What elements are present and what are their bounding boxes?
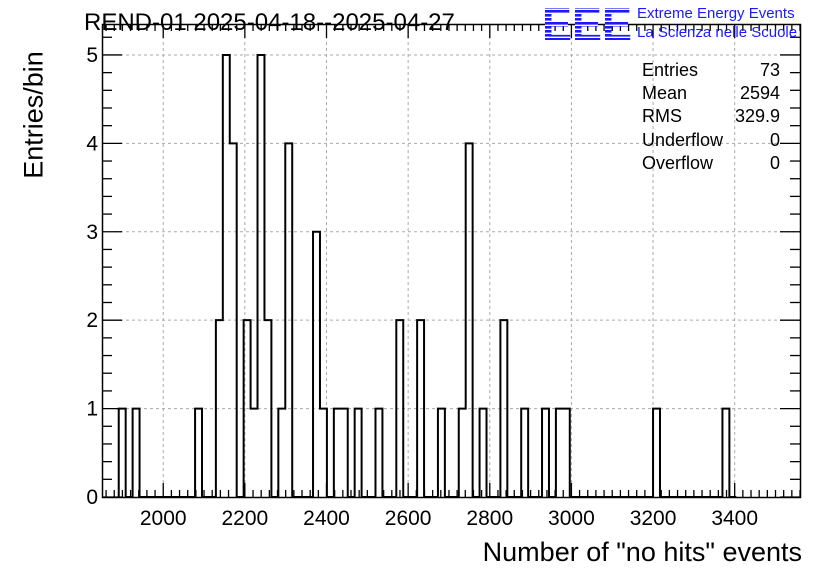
tick-labels: 2000 2200 2400 2600 2800 3000 3200 3400 0 1 2 3 4 5	[86, 44, 758, 530]
stat-row-overflow: Overflow 0	[642, 152, 780, 175]
stat-value: 2594	[739, 83, 780, 104]
stat-label: Mean	[642, 83, 688, 104]
y-axis-label: Entries/bin	[18, 51, 49, 179]
stat-label: Overflow	[642, 152, 714, 173]
stat-label: RMS	[642, 106, 682, 127]
stat-value: 329.9	[734, 106, 780, 127]
stat-label: Underflow	[642, 129, 724, 150]
stat-value: 0	[769, 152, 780, 173]
axis-ticks	[102, 24, 801, 498]
logo-line-2: La Scienza nelle Scuole	[637, 24, 798, 41]
page-title: REND-01 2025-04-18--2025-04-27	[84, 9, 455, 36]
x-tick-label: 3400	[711, 507, 758, 530]
eee-logo-mark: EEE	[542, 2, 632, 46]
stat-row-entries: Entries 73	[642, 59, 780, 82]
y-tick-label: 1	[86, 398, 98, 421]
y-tick-label: 4	[86, 132, 98, 155]
stat-label: Entries	[642, 60, 699, 80]
x-tick-label: 2000	[140, 507, 187, 530]
logo-line-1: Extreme Energy Events	[637, 5, 795, 22]
stat-value: 0	[769, 129, 780, 150]
stat-row-mean: Mean 2594	[642, 82, 780, 105]
x-tick-label: 2200	[222, 507, 269, 530]
x-tick-label: 3200	[630, 507, 677, 530]
stat-row-rms: RMS 329.9	[642, 105, 780, 128]
x-axis-label: Number of "no hits" events	[482, 537, 802, 567]
logo-text: Extreme Energy Events La Scienza nelle S…	[637, 4, 797, 42]
stat-row-underflow: Underflow 0	[642, 129, 780, 152]
stats-box: Entries 73 Mean 2594 RMS 329.9 Underflow…	[642, 59, 780, 175]
x-tick-label: 2800	[466, 507, 513, 530]
stat-value: 73	[759, 60, 780, 80]
plot-frame	[101, 23, 802, 499]
y-tick-label: 0	[86, 486, 98, 509]
svg-text:EEE: EEE	[542, 2, 632, 46]
eee-logo: EEE Extreme Energy Events La Scienza nel…	[542, 2, 832, 46]
x-tick-label: 2400	[303, 507, 350, 530]
y-tick-label: 3	[86, 221, 98, 244]
y-tick-label: 5	[86, 44, 98, 67]
x-tick-label: 3000	[548, 507, 595, 530]
x-tick-label: 2600	[385, 507, 432, 530]
y-tick-label: 2	[86, 309, 98, 332]
